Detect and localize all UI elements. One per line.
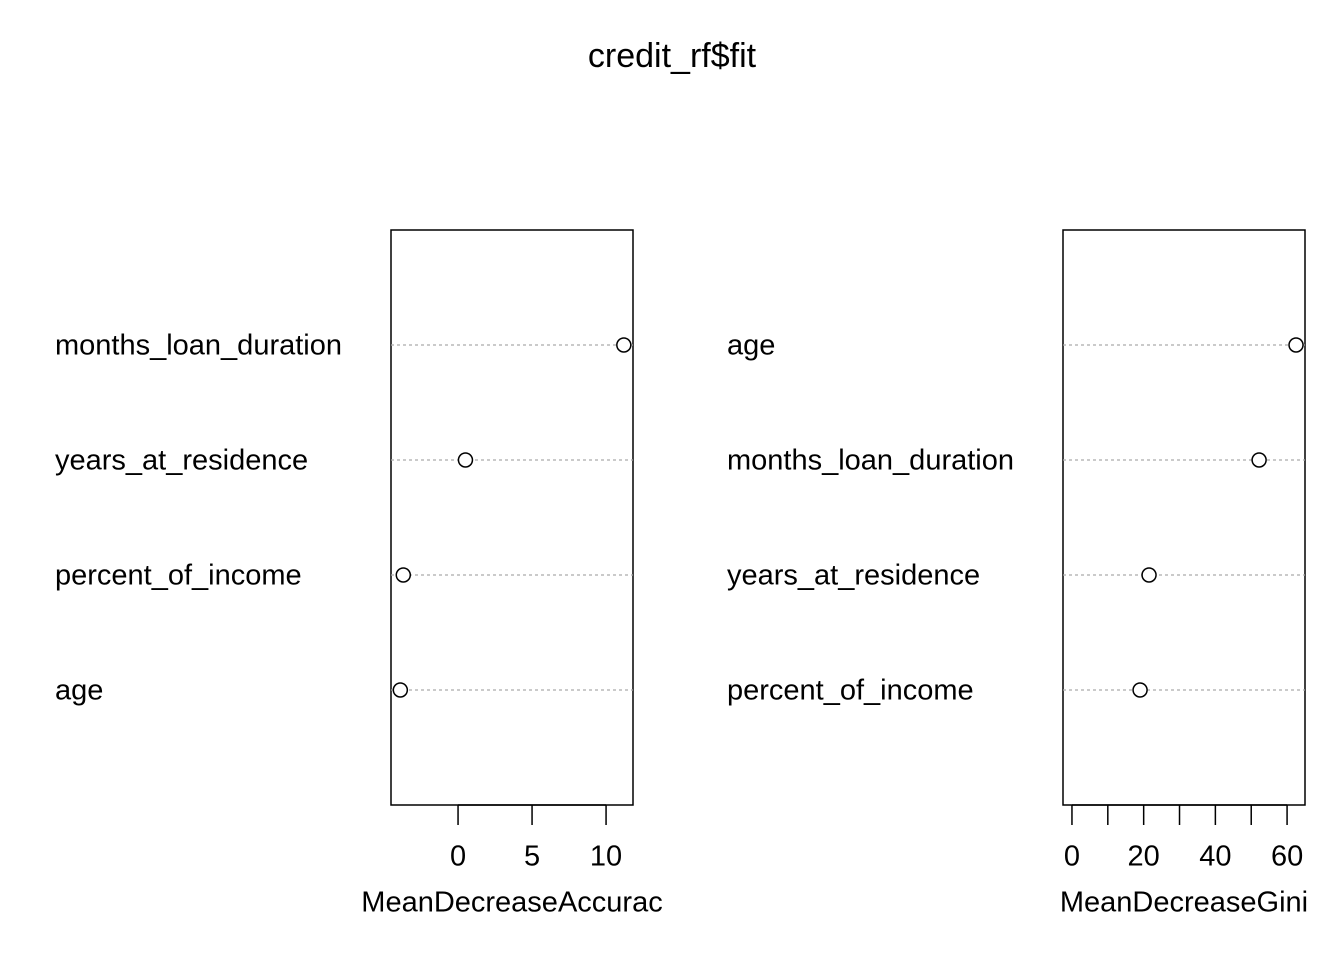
category-label: percent_of_income (55, 560, 302, 592)
dot (457, 452, 474, 468)
category-label: percent_of_income (727, 675, 974, 707)
plot-frame (390, 229, 634, 806)
x-tick-label: 20 (1128, 841, 1160, 873)
chart-title: credit_rf$fit (588, 37, 757, 75)
plot-frame (1062, 229, 1306, 806)
category-label: age (55, 675, 103, 707)
dot (1251, 452, 1267, 468)
x-tick-label: 40 (1199, 841, 1231, 873)
x-tick-label: 5 (524, 841, 540, 873)
dot (1132, 682, 1148, 698)
category-label: age (727, 330, 775, 362)
x-tick-label: 10 (590, 841, 622, 873)
x-axis-label: MeanDecreaseGini (1060, 887, 1308, 919)
category-label: years_at_residence (55, 445, 308, 477)
dot (1288, 337, 1304, 353)
category-label: months_loan_duration (727, 445, 1014, 477)
x-tick-label: 60 (1271, 841, 1303, 873)
dot (1141, 567, 1157, 583)
dot (616, 337, 632, 353)
category-label: years_at_residence (727, 560, 980, 592)
x-tick-label: 0 (1064, 841, 1080, 873)
category-label: months_loan_duration (55, 330, 342, 362)
x-axis-label: MeanDecreaseAccurac (361, 887, 662, 919)
x-tick-label: 0 (450, 841, 466, 873)
dot (392, 682, 409, 698)
dot (395, 567, 412, 583)
